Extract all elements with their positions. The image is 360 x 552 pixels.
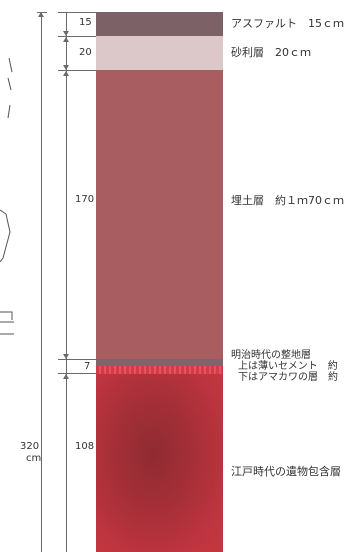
soil-column xyxy=(96,12,223,552)
dim-arrow xyxy=(63,374,69,379)
total-dimension-arrow xyxy=(38,12,44,17)
layer-meiji-cement xyxy=(96,359,223,366)
boundary-tick-4 xyxy=(58,373,96,374)
boundary-tick-3 xyxy=(58,359,96,360)
layer-label-meiji-1: 明治時代の整地層 xyxy=(231,350,311,361)
layer-label-edo: 江戸時代の遺物包含層 xyxy=(231,465,341,478)
boundary-tick-0 xyxy=(58,12,96,13)
layer-asphalt xyxy=(96,12,223,36)
boundary-tick-1 xyxy=(58,36,96,37)
layer-label-meiji-2: 上は薄いセメント 約 xyxy=(238,361,338,372)
layer-dimension-line xyxy=(66,12,67,552)
total-dimension-line xyxy=(41,12,42,552)
dim-arrow xyxy=(63,354,69,359)
layer-depth-asphalt: 15 xyxy=(79,17,92,28)
layer-label-asphalt: アスファルト 15ｃｍ xyxy=(231,17,344,30)
boundary-tick-2 xyxy=(58,70,96,71)
total-depth-unit: cm xyxy=(26,453,42,464)
total-depth-value: 320 xyxy=(20,441,40,452)
left-sketch-fragment xyxy=(0,57,14,335)
dim-arrow xyxy=(63,71,69,76)
layer-label-gravel: 砂利層 20ｃｍ xyxy=(231,46,311,59)
layer-meiji-amakawa xyxy=(96,366,223,374)
dim-arrow xyxy=(63,31,69,36)
layer-depth-gravel: 20 xyxy=(79,47,92,58)
layer-label-meiji-3: 下はアマカワの層 約 xyxy=(238,372,338,383)
layer-depth-meiji: 7 xyxy=(84,361,91,372)
layer-label-fill: 埋土層 約１ｍ70ｃｍ xyxy=(231,194,344,207)
dim-arrow xyxy=(63,65,69,70)
dim-arrow xyxy=(63,37,69,42)
layer-depth-fill: 170 xyxy=(75,194,95,205)
layer-fill-soil xyxy=(96,70,223,359)
layer-edo-deposit xyxy=(96,374,223,552)
layer-gravel xyxy=(96,36,223,70)
layer-depth-edo: 108 xyxy=(75,441,95,452)
